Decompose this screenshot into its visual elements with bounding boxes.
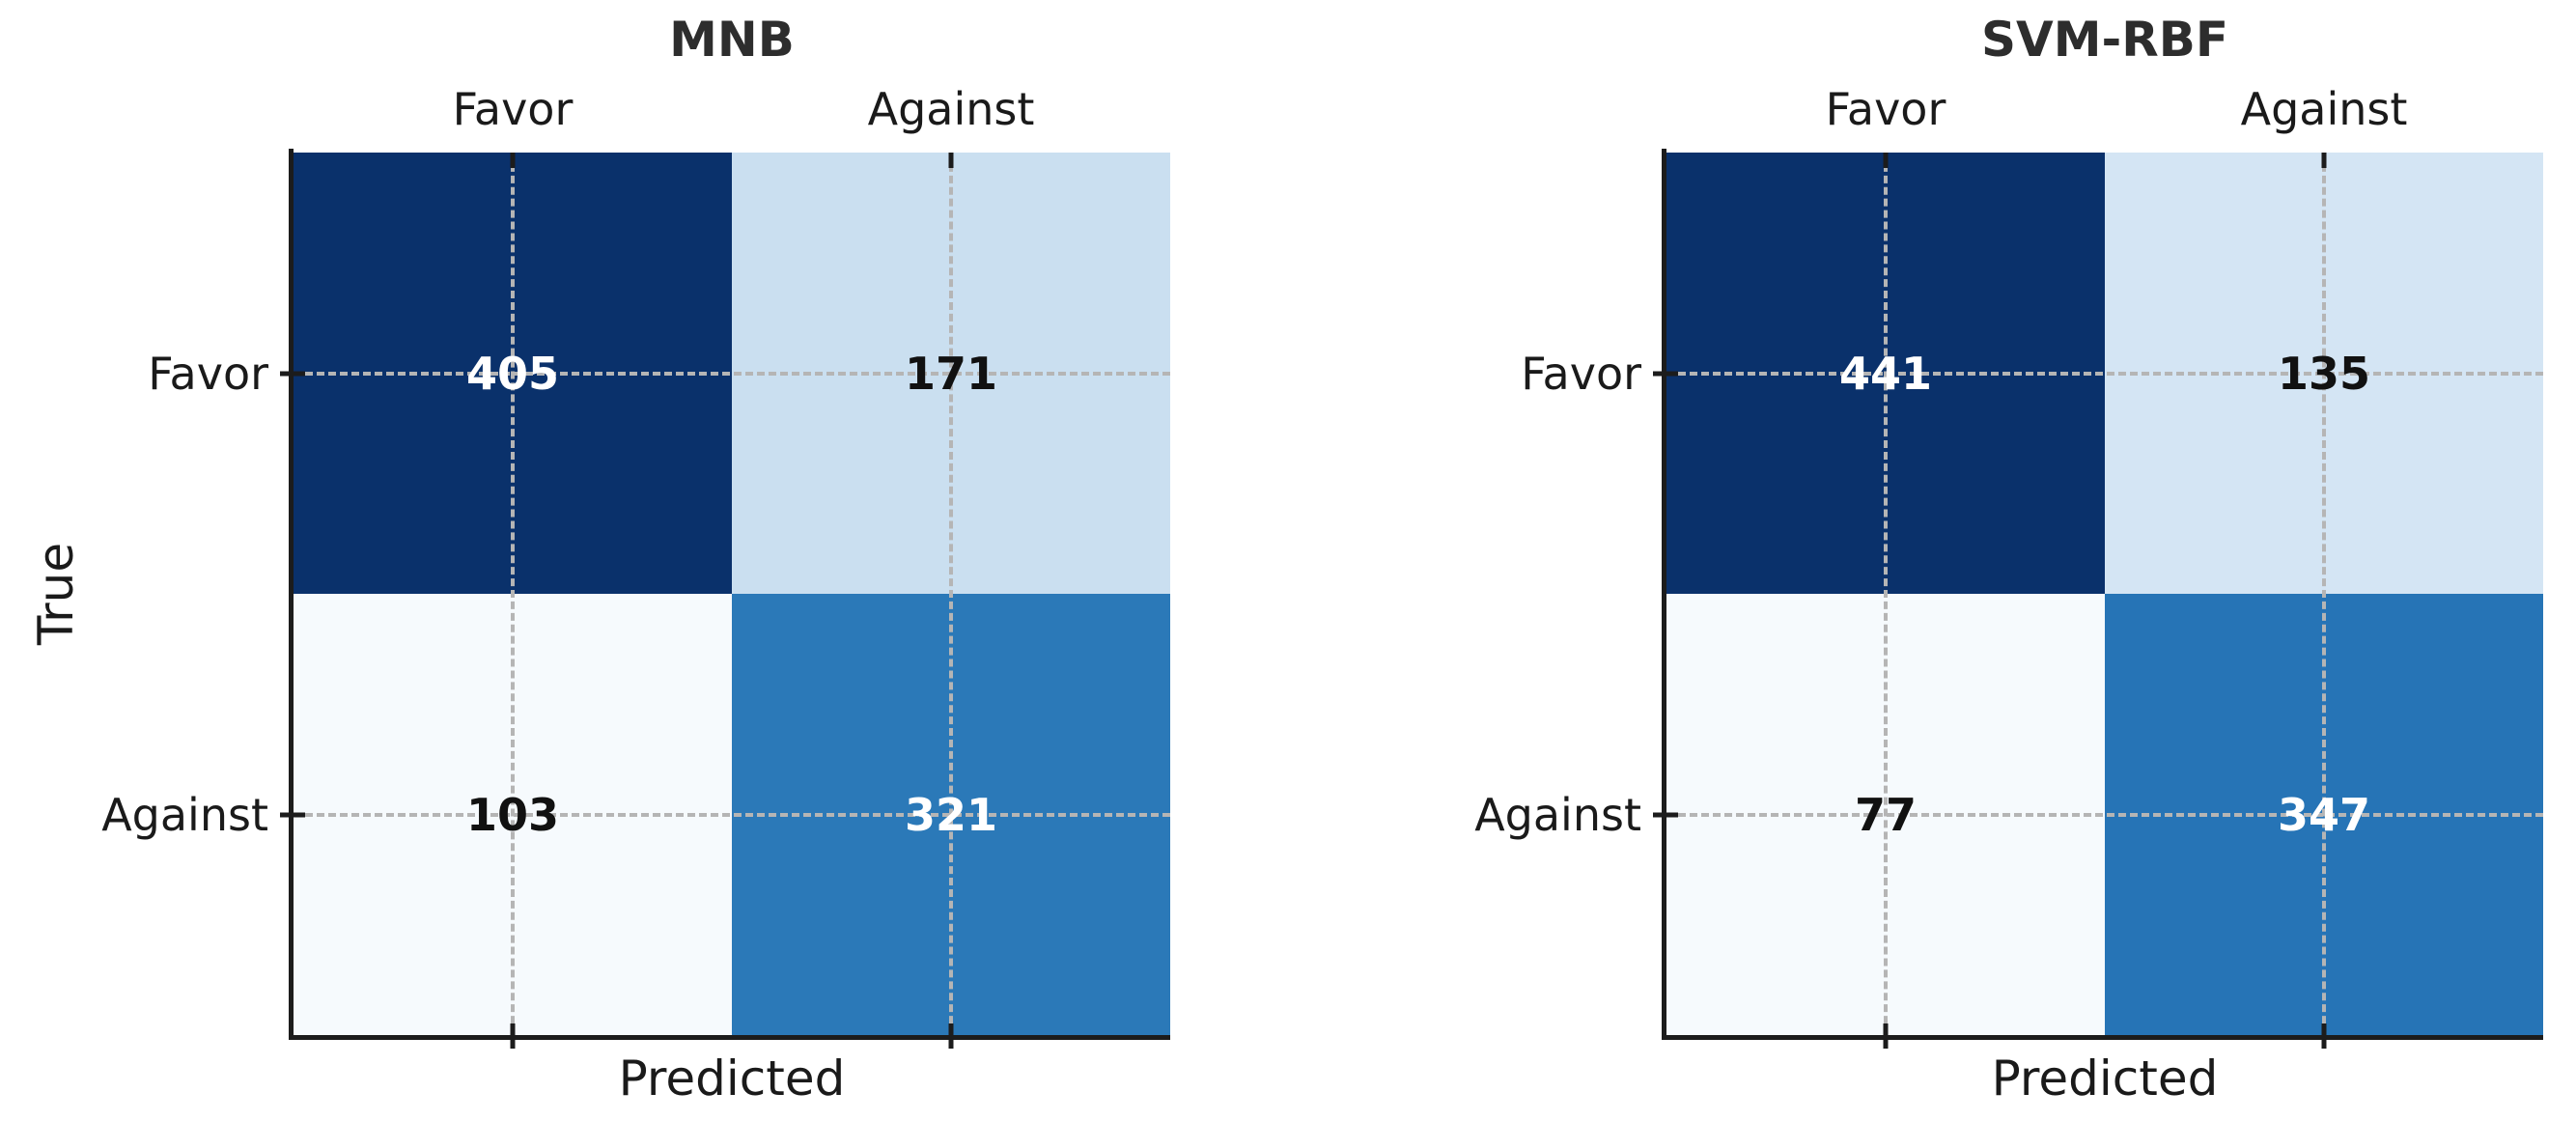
cell-value: 171 xyxy=(904,347,998,400)
gridline-vertical xyxy=(511,153,515,1035)
y-tick-label: Against xyxy=(101,788,268,841)
y-tick-label: Favor xyxy=(148,347,268,400)
confusion-matrix-svm-rbf: SVM-RBF Favor Against Favor Against Pred… xyxy=(1474,12,2543,1107)
tick-mark xyxy=(510,153,516,168)
x-tick-label: Against xyxy=(867,83,1035,135)
y-tick-label: Against xyxy=(1474,788,1641,841)
x-axis-label: Predicted xyxy=(1991,1051,2219,1107)
axis-spine-bottom xyxy=(289,1035,1170,1040)
x-tick-label: Against xyxy=(2240,83,2408,135)
gridline-vertical xyxy=(949,153,953,1035)
x-axis-label: Predicted xyxy=(618,1051,846,1107)
tick-mark xyxy=(2321,153,2327,168)
axis-spine-left xyxy=(289,149,294,1040)
axis-spine-left xyxy=(1662,149,1666,1040)
gridline-vertical xyxy=(1884,153,1888,1035)
gridline-horizontal xyxy=(1666,371,2543,376)
axis-spine-bottom xyxy=(1662,1035,2543,1040)
cell-value: 103 xyxy=(465,788,560,841)
x-tick-label: Favor xyxy=(1825,83,1946,135)
cell-value: 441 xyxy=(1838,347,1933,400)
confusion-matrix-mnb: MNB Favor Against Favor Against True Pre… xyxy=(28,12,1170,1107)
tick-mark xyxy=(1883,153,1889,168)
chart-title: MNB xyxy=(669,12,795,68)
tick-mark xyxy=(948,153,954,168)
cell-value: 321 xyxy=(904,788,998,841)
gridline-horizontal xyxy=(294,812,1170,817)
gridline-horizontal xyxy=(294,371,1170,376)
cell-value: 135 xyxy=(2277,347,2371,400)
cell-value: 347 xyxy=(2277,788,2371,841)
cell-value: 405 xyxy=(465,347,560,400)
y-axis-label: True xyxy=(28,542,84,646)
chart-title: SVM-RBF xyxy=(1981,12,2228,68)
x-tick-label: Favor xyxy=(452,83,574,135)
gridline-vertical xyxy=(2322,153,2326,1035)
y-tick-label: Favor xyxy=(1521,347,1641,400)
cell-value: 77 xyxy=(1854,788,1918,841)
gridline-horizontal xyxy=(1666,812,2543,817)
